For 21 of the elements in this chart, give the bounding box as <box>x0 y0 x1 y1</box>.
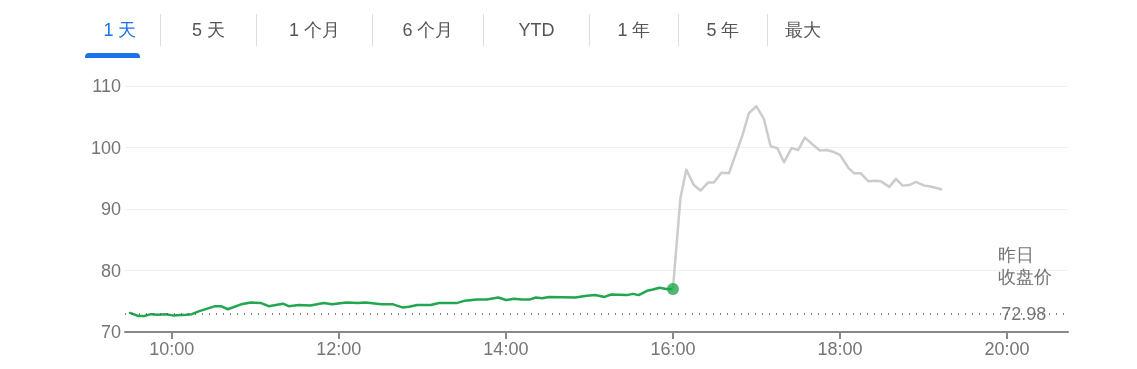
text: YTD <box>518 20 555 40</box>
x-tick-label: 14:00 <box>483 339 529 359</box>
text: 1 天 <box>103 20 137 40</box>
text: 6 个月 <box>402 20 454 40</box>
x-tick-label: 16:00 <box>650 339 696 359</box>
text: 1 年 <box>617 20 651 40</box>
y-tick-label: 110 <box>92 76 121 96</box>
y-tick-label: 80 <box>100 260 121 281</box>
y-tick-label: 90 <box>100 199 121 219</box>
ref-line-label: 昨日收盘价 <box>998 244 1052 287</box>
y-tick-label: 100 <box>90 137 121 158</box>
text: 5 天 <box>191 20 225 40</box>
annotation: 72.98 <box>1001 303 1047 324</box>
x-tick-label: 12:00 <box>316 339 362 359</box>
x-tick-label: 10:00 <box>149 339 195 359</box>
x-tick-label: 18:00 <box>817 339 863 359</box>
x-tick-label: 20:00 <box>984 339 1030 359</box>
text: 5 年 <box>706 20 740 40</box>
y-tick-label: 70 <box>100 322 121 342</box>
text: 最大 <box>785 20 821 40</box>
text: 1 个月 <box>288 20 340 40</box>
